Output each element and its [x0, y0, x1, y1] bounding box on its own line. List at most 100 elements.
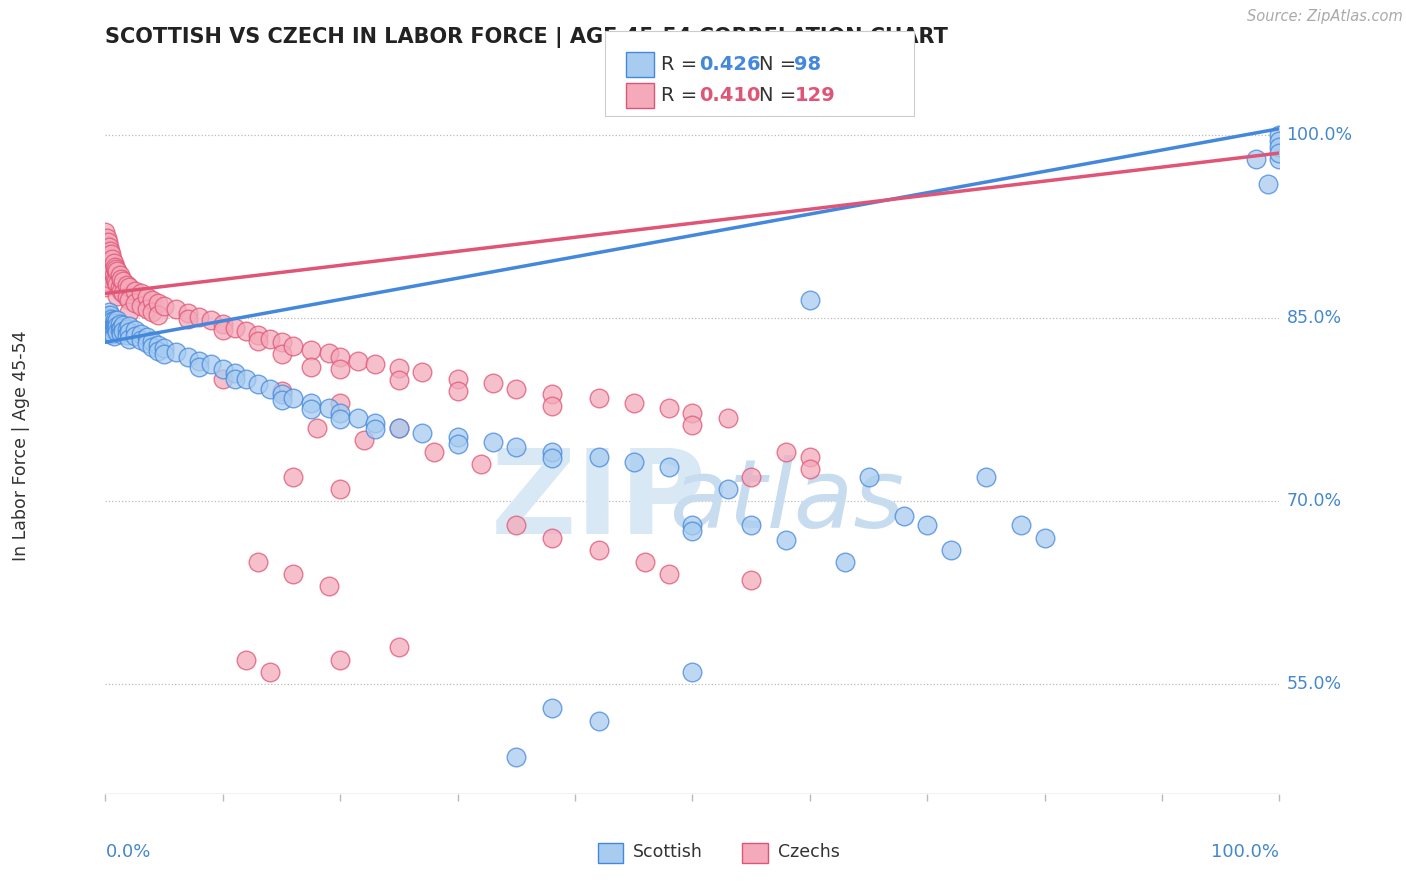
- Point: [105, 322, 128, 336]
- Point: [103, 329, 125, 343]
- Point: [283, 567, 305, 582]
- Text: 0.426: 0.426: [699, 54, 761, 74]
- Point: [108, 323, 131, 337]
- Text: atlas: atlas: [669, 455, 904, 549]
- Point: [104, 272, 127, 286]
- Point: [115, 290, 138, 304]
- Point: [329, 350, 352, 364]
- Point: [1268, 146, 1291, 161]
- Point: [115, 277, 138, 292]
- Point: [411, 425, 433, 440]
- Point: [98, 252, 121, 267]
- Point: [939, 542, 962, 557]
- Point: [112, 286, 135, 301]
- Point: [105, 316, 128, 330]
- Point: [98, 326, 121, 341]
- Point: [141, 334, 163, 348]
- Point: [364, 416, 387, 430]
- Point: [98, 304, 121, 318]
- Point: [775, 533, 797, 547]
- Point: [775, 445, 797, 459]
- Point: [329, 396, 352, 410]
- Point: [94, 310, 117, 325]
- Point: [118, 280, 141, 294]
- Point: [148, 343, 170, 358]
- Point: [97, 247, 120, 261]
- Point: [98, 317, 121, 331]
- Point: [283, 339, 305, 353]
- Point: [188, 359, 211, 374]
- Point: [96, 256, 118, 270]
- Point: [100, 318, 122, 333]
- Point: [135, 336, 157, 351]
- Point: [1268, 140, 1291, 154]
- Point: [100, 272, 122, 286]
- Point: [540, 451, 562, 466]
- Point: [270, 384, 292, 398]
- Point: [115, 322, 138, 336]
- Point: [540, 531, 562, 545]
- Point: [108, 268, 131, 282]
- Text: 129: 129: [794, 86, 835, 105]
- Point: [98, 268, 121, 282]
- Point: [318, 346, 340, 360]
- Point: [658, 567, 681, 582]
- Point: [98, 310, 121, 325]
- Point: [505, 518, 527, 533]
- Point: [124, 284, 146, 298]
- Point: [247, 555, 270, 569]
- Point: [97, 319, 120, 334]
- Point: [505, 440, 527, 454]
- Point: [470, 458, 492, 472]
- Point: [482, 435, 505, 450]
- Point: [915, 518, 938, 533]
- Point: [235, 652, 257, 666]
- Point: [200, 357, 222, 371]
- Text: Czechs: Czechs: [778, 843, 839, 861]
- Point: [1268, 134, 1291, 148]
- Point: [97, 309, 120, 323]
- Point: [270, 386, 292, 401]
- Point: [540, 701, 562, 715]
- Point: [112, 274, 135, 288]
- Point: [101, 314, 124, 328]
- Point: [717, 411, 740, 425]
- Point: [97, 260, 120, 274]
- Point: [105, 274, 128, 288]
- Point: [211, 372, 233, 386]
- Point: [388, 373, 411, 387]
- Point: [105, 262, 128, 277]
- Point: [211, 317, 233, 331]
- Point: [505, 750, 527, 764]
- Point: [118, 304, 141, 318]
- Point: [94, 250, 117, 264]
- Point: [101, 326, 124, 341]
- Point: [135, 302, 157, 317]
- Point: [153, 347, 176, 361]
- Point: [717, 482, 740, 496]
- Point: [148, 309, 170, 323]
- Point: [98, 323, 121, 337]
- Point: [129, 326, 152, 341]
- Text: 0.0%: 0.0%: [105, 843, 150, 861]
- Point: [588, 392, 610, 406]
- Point: [446, 384, 468, 398]
- Point: [98, 314, 121, 328]
- Point: [658, 401, 681, 416]
- Point: [110, 284, 132, 298]
- Point: [105, 289, 128, 303]
- Point: [318, 579, 340, 593]
- Point: [799, 462, 821, 476]
- Point: [1033, 531, 1056, 545]
- Point: [115, 327, 138, 342]
- Text: N =: N =: [759, 86, 803, 105]
- Point: [94, 280, 117, 294]
- Point: [283, 469, 305, 483]
- Point: [105, 313, 128, 327]
- Point: [329, 482, 352, 496]
- Point: [101, 320, 124, 334]
- Point: [165, 345, 187, 359]
- Point: [235, 372, 257, 386]
- Text: 100.0%: 100.0%: [1212, 843, 1279, 861]
- Point: [110, 272, 132, 286]
